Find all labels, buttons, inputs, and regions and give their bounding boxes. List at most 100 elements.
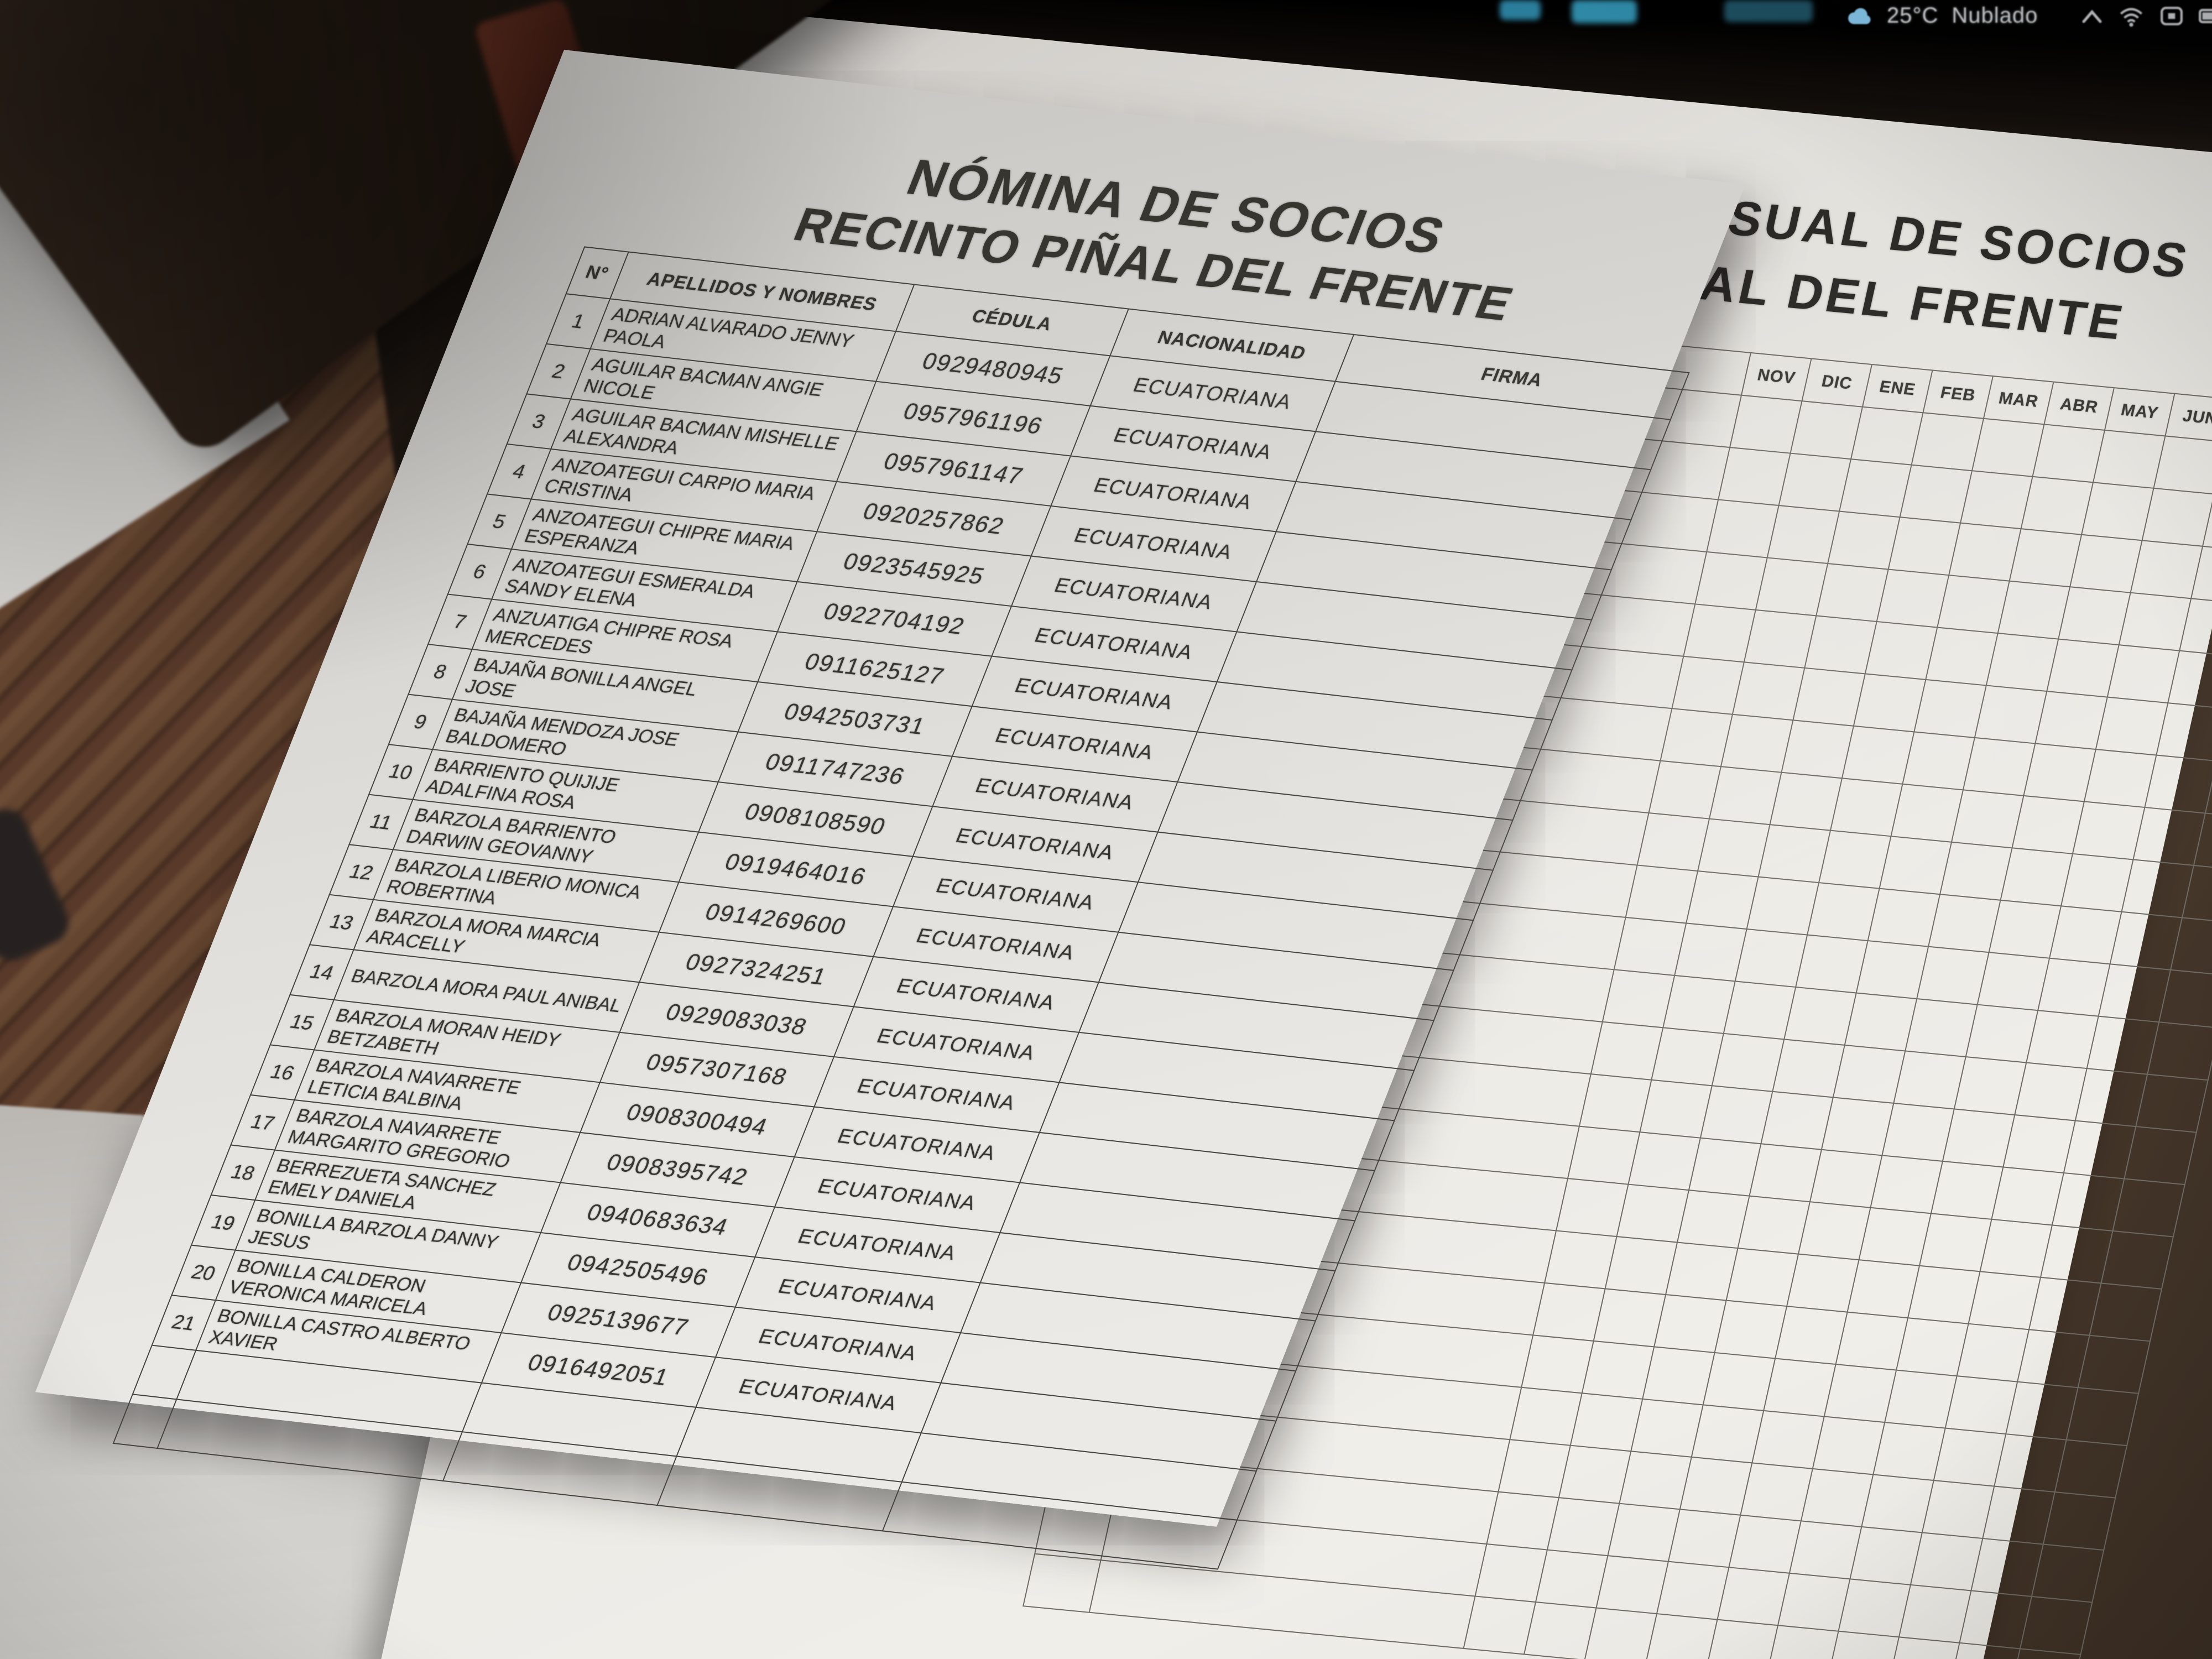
- grid-cell: [1559, 1446, 1632, 1504]
- grid-cell: [2133, 808, 2206, 867]
- grid-cell: [1989, 900, 2062, 959]
- grid-cell: [1608, 1504, 1681, 1562]
- grid-cell: [1637, 813, 1710, 872]
- grid-cell: [1845, 993, 1917, 1052]
- month-header-cell: ENE: [1863, 365, 1933, 414]
- grid-cell: [1969, 1272, 2041, 1331]
- grid-cell: [1721, 714, 1794, 773]
- grid-cell: [1729, 1515, 1802, 1574]
- grid-cell: [1617, 1185, 1689, 1243]
- grid-cell: [2032, 1545, 2105, 1603]
- grid-cell: [1891, 784, 1964, 843]
- grid-cell: [1836, 1312, 1908, 1371]
- grid-cell: [1614, 917, 1687, 976]
- chevron-up-icon[interactable]: [2080, 5, 2104, 27]
- grid-cell: [1594, 1289, 1666, 1348]
- weather-temperature[interactable]: 25°C: [1887, 3, 1939, 28]
- grid-cell: [1571, 1394, 1643, 1452]
- touch-keyboard-icon[interactable]: [2158, 4, 2185, 28]
- grid-cell: [2004, 1115, 2076, 1174]
- grid-cell: [1885, 1370, 1958, 1429]
- grid-cell: [1668, 1510, 1741, 1568]
- grid-cell: [1603, 970, 1675, 1029]
- grid-cell: [1684, 604, 1756, 663]
- windows-taskbar-tray: 25°C Nublado: [1845, 3, 2212, 28]
- grid-cell: [1756, 558, 1828, 617]
- grid-cell: [2047, 639, 2120, 698]
- grid-cell: [1937, 576, 2010, 634]
- grid-cell: [1877, 570, 1949, 628]
- grid-cell: [1657, 1562, 1730, 1620]
- grid-cell: [1824, 1365, 1897, 1423]
- grid-cell: [1980, 1219, 2053, 1278]
- grid-cell: [2049, 906, 2122, 965]
- screen-glow-shape: [1572, 0, 1637, 23]
- grid-cell: [1919, 1214, 1992, 1272]
- grid-cell: [1995, 1434, 2067, 1493]
- grid-cell: [1700, 1086, 1773, 1145]
- grid-cell: [1733, 662, 1806, 721]
- grid-cell: [1726, 1249, 1799, 1307]
- grid-cell: [1839, 1579, 1911, 1638]
- grid-cell: [1750, 1144, 1822, 1203]
- grid-cell: [1582, 1341, 1655, 1400]
- grid-cell: [1522, 1335, 1594, 1394]
- grid-cell: [1960, 471, 2033, 530]
- grid-cell: [1801, 1469, 1874, 1527]
- grid-cell: [1533, 1283, 1606, 1342]
- grid-cell: [1952, 790, 2025, 849]
- grid-cell: [1666, 1243, 1739, 1301]
- grid-cell: [2099, 964, 2171, 1023]
- grid-cell: [1790, 1521, 1863, 1580]
- grid-cell: [1839, 460, 1912, 518]
- grid-cell: [2081, 483, 2154, 541]
- wifi-icon[interactable]: [2117, 4, 2145, 28]
- cloud-icon[interactable]: [1845, 5, 1874, 27]
- grid-cell: [1819, 831, 1892, 889]
- battery-icon[interactable]: [2198, 5, 2212, 27]
- grid-cell: [1770, 773, 1843, 831]
- grid-cell: [2136, 1074, 2209, 1133]
- grid-cell: [1992, 1167, 2064, 1226]
- grid-cell: [2061, 854, 2134, 912]
- grid-cell: [1796, 935, 1869, 994]
- grid-cell: [2033, 425, 2105, 483]
- grid-cell: [2090, 1284, 2162, 1342]
- grid-cell: [2029, 1277, 2102, 1336]
- grid-cell: [1888, 518, 1961, 576]
- grid-cell: [1591, 1022, 1664, 1081]
- grid-cell: [1785, 988, 1857, 1046]
- month-header-cell: ABR: [2044, 382, 2115, 431]
- grid-cell: [2125, 1127, 2197, 1186]
- grid-cell: [1859, 1208, 1932, 1266]
- grid-cell: [1661, 709, 1733, 768]
- grid-cell: [1782, 721, 1854, 779]
- grid-cell: [1640, 1080, 1713, 1139]
- grid-cell: [1605, 1237, 1678, 1296]
- grid-cell: [1709, 767, 1782, 826]
- month-header-cell: FEB: [1923, 371, 1994, 419]
- grid-cell: [1759, 825, 1831, 884]
- grid-cell: [1579, 1074, 1652, 1133]
- grid-cell: [1917, 947, 1990, 1005]
- grid-cell: [1689, 1138, 1762, 1197]
- grid-cell: [2043, 1493, 2116, 1551]
- grid-cell: [1787, 1254, 1860, 1313]
- month-header-cell: MAR: [1984, 377, 2054, 425]
- grid-cell: [1908, 1266, 1981, 1324]
- grid-cell: [2015, 1063, 2088, 1121]
- grid-cell: [1822, 1098, 1895, 1156]
- weather-condition[interactable]: Nublado: [1952, 3, 2038, 28]
- grid-cell: [2017, 1330, 2090, 1389]
- grid-cell: [1778, 1573, 1851, 1632]
- grid-cell: [1556, 1179, 1629, 1238]
- grid-cell: [1654, 1295, 1727, 1354]
- grid-cell: [1900, 465, 1973, 524]
- grid-cell: [1773, 1040, 1845, 1098]
- grid-cell: [1949, 523, 2022, 582]
- grid-cell: [1998, 581, 2070, 640]
- grid-cell: [1810, 1150, 1883, 1208]
- grid-cell: [2041, 1225, 2114, 1284]
- grid-cell: [1945, 1376, 2018, 1435]
- grid-cell: [1766, 1626, 1839, 1659]
